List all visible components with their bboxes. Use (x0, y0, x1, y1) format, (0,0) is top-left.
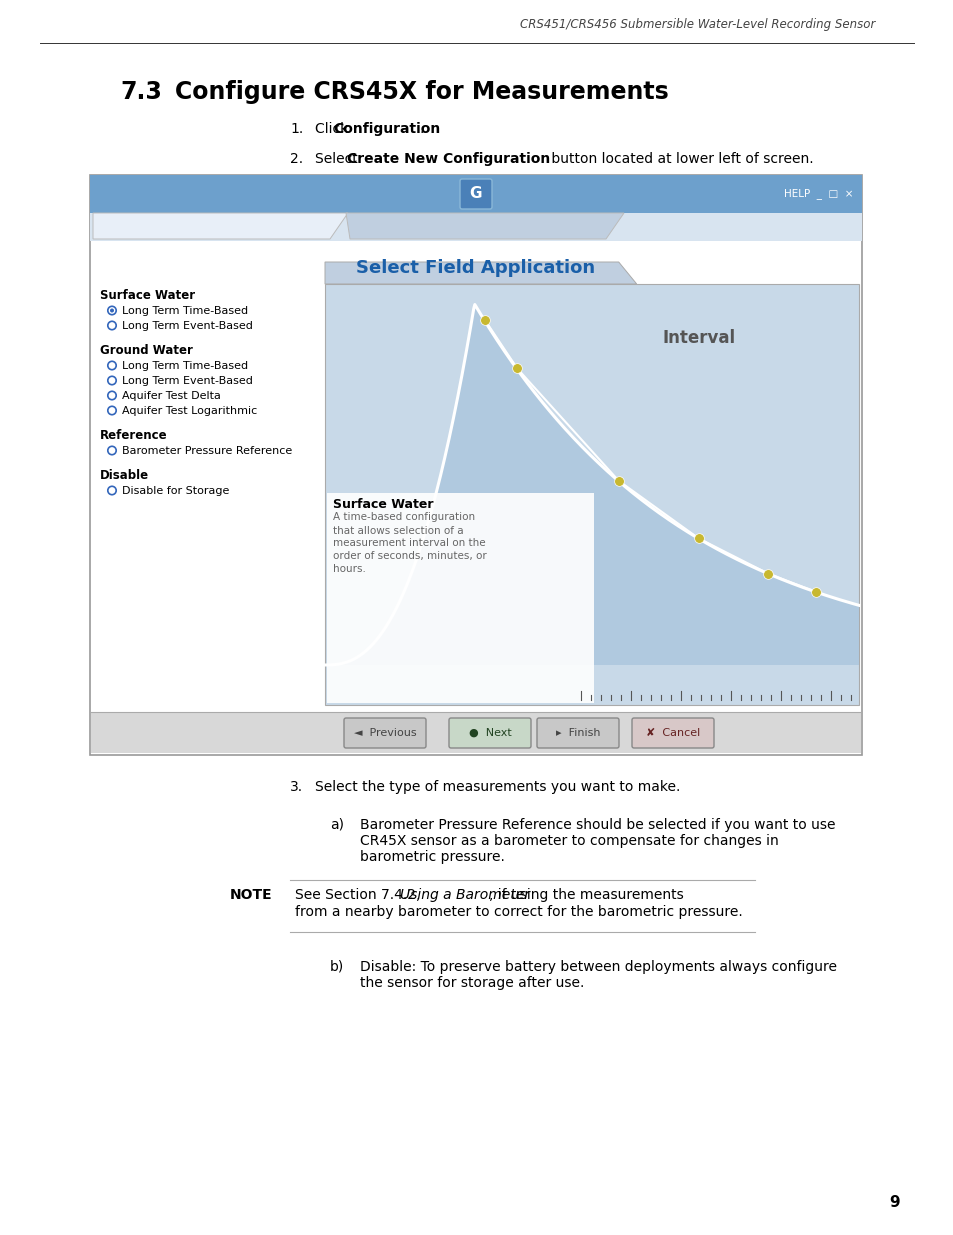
Text: ●  Next: ● Next (468, 727, 511, 739)
Circle shape (108, 306, 116, 315)
Text: a): a) (330, 818, 344, 832)
Polygon shape (92, 212, 348, 240)
Text: NOTE: NOTE (230, 888, 273, 902)
Text: button located at lower left of screen.: button located at lower left of screen. (546, 152, 813, 165)
Polygon shape (325, 262, 636, 284)
Polygon shape (346, 212, 623, 240)
Circle shape (108, 391, 116, 400)
Text: 7.3: 7.3 (120, 80, 162, 104)
Text: Create New Configuration: Create New Configuration (347, 152, 550, 165)
Text: 1.: 1. (290, 122, 303, 136)
Circle shape (108, 362, 116, 369)
Text: Select the type of measurements you want to make.: Select the type of measurements you want… (314, 781, 679, 794)
FancyBboxPatch shape (344, 718, 426, 748)
Circle shape (108, 446, 116, 454)
Text: that allows selection of a: that allows selection of a (333, 526, 463, 536)
Polygon shape (325, 305, 858, 664)
FancyBboxPatch shape (91, 241, 861, 710)
Text: Surface Water: Surface Water (100, 289, 195, 303)
Text: Ground Water: Ground Water (100, 345, 193, 357)
Circle shape (108, 377, 116, 384)
Text: 2.: 2. (290, 152, 303, 165)
FancyBboxPatch shape (91, 713, 861, 753)
FancyBboxPatch shape (327, 493, 594, 703)
Text: 3.: 3. (290, 781, 303, 794)
Circle shape (108, 487, 116, 495)
Text: G: G (469, 186, 482, 201)
Text: Barometer Pressure Reference should be selected if you want to use: Barometer Pressure Reference should be s… (359, 818, 835, 832)
FancyBboxPatch shape (631, 718, 713, 748)
Text: Long Term Time-Based: Long Term Time-Based (122, 361, 248, 370)
Text: Select Field Application: Select Field Application (356, 259, 595, 277)
FancyBboxPatch shape (90, 212, 862, 241)
Text: from a nearby barometer to correct for the barometric pressure.: from a nearby barometer to correct for t… (294, 905, 742, 919)
Text: 9: 9 (888, 1195, 899, 1210)
Text: Disable for Storage: Disable for Storage (122, 487, 229, 496)
Text: ▸  Finish: ▸ Finish (556, 727, 599, 739)
Text: Configure CRS45X for Measurements: Configure CRS45X for Measurements (174, 80, 668, 104)
FancyBboxPatch shape (537, 718, 618, 748)
Text: hours.: hours. (333, 564, 366, 574)
Text: A time-based configuration: A time-based configuration (333, 513, 475, 522)
FancyBboxPatch shape (449, 718, 531, 748)
Text: .: . (419, 122, 424, 136)
Text: Select: Select (314, 152, 362, 165)
Text: Using a Barometer: Using a Barometer (400, 888, 530, 902)
Text: Long Term Time-Based: Long Term Time-Based (122, 306, 248, 316)
Text: Interval: Interval (661, 329, 735, 347)
Text: ◄  Previous: ◄ Previous (354, 727, 416, 739)
Text: order of seconds, minutes, or: order of seconds, minutes, or (333, 552, 486, 562)
Text: Aquifer Test Logarithmic: Aquifer Test Logarithmic (122, 406, 257, 416)
Text: Click: Click (314, 122, 353, 136)
Text: , if using the measurements: , if using the measurements (488, 888, 683, 902)
Text: CRS451/CRS456 Submersible Water-Level Recording Sensor: CRS451/CRS456 Submersible Water-Level Re… (519, 19, 874, 31)
Circle shape (108, 406, 116, 415)
Text: Surface Water: Surface Water (333, 498, 433, 510)
Text: barometric pressure.: barometric pressure. (359, 850, 504, 864)
FancyBboxPatch shape (90, 175, 862, 212)
FancyBboxPatch shape (325, 284, 858, 705)
Text: the sensor for storage after use.: the sensor for storage after use. (359, 976, 584, 990)
Text: Configuration: Configuration (333, 122, 439, 136)
FancyBboxPatch shape (459, 179, 492, 209)
Text: Disable: To preserve battery between deployments always configure: Disable: To preserve battery between dep… (359, 960, 836, 974)
Text: measurement interval on the: measurement interval on the (333, 538, 485, 548)
Text: Disable: Disable (100, 469, 149, 482)
Text: Aquifer Test Delta: Aquifer Test Delta (122, 391, 221, 401)
Circle shape (108, 321, 116, 330)
Circle shape (110, 309, 113, 312)
Text: ✘  Cancel: ✘ Cancel (645, 727, 700, 739)
Text: Long Term Event-Based: Long Term Event-Based (122, 375, 253, 387)
Text: Barometer Pressure Reference: Barometer Pressure Reference (122, 446, 292, 456)
FancyBboxPatch shape (90, 175, 862, 755)
Text: Long Term Event-Based: Long Term Event-Based (122, 321, 253, 331)
Text: See Section 7.4.2,: See Section 7.4.2, (294, 888, 424, 902)
Text: HELP  _  □  ×: HELP _ □ × (783, 189, 853, 200)
Text: b): b) (330, 960, 344, 974)
Text: Reference: Reference (100, 429, 168, 442)
Text: CR45X sensor as a barometer to compensate for changes in: CR45X sensor as a barometer to compensat… (359, 834, 778, 848)
